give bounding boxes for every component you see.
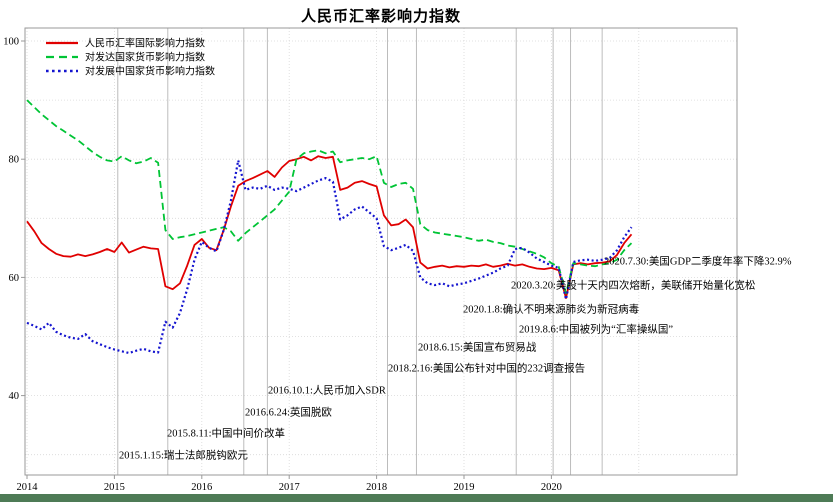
plot-frame [24, 27, 738, 476]
y-tick-label: 80 [9, 155, 20, 166]
x-tick-label: 2018 [366, 482, 387, 493]
event-annotation: 2015.8.11:中国中间价改革 [167, 427, 285, 440]
x-tick-label: 2015 [104, 482, 125, 493]
chart-title: 人民币汇率影响力指数 [300, 9, 462, 25]
event-annotation: 2020.3.20:美股十天内四次熔断，美联储开始量化宽松 [511, 279, 756, 292]
y-tick-label: 60 [9, 273, 20, 284]
legend-label: 对发展中国家货币影响力指数 [85, 65, 215, 78]
x-tick-label: 2017 [279, 482, 300, 493]
x-tick-label: 2019 [454, 482, 475, 493]
event-annotation: 2016.10.1:人民币加入SDR [268, 385, 386, 397]
series-line-red [26, 155, 633, 300]
series-line-green [26, 99, 633, 295]
y-tick-label: 40 [9, 391, 20, 402]
event-annotation: 2015.1.15:瑞士法郎脱钩欧元 [119, 449, 248, 462]
taskbar-strip [0, 494, 833, 502]
event-annotation: 2018.6.15:美国宣布贸易战 [418, 341, 537, 354]
event-annotation: 2020.1.8:确认不明来源肺炎为新冠病毒 [463, 303, 640, 316]
series-line-blue [26, 159, 633, 355]
legend-label: 对发达国家货币影响力指数 [85, 51, 205, 64]
x-tick-label: 2016 [191, 482, 212, 493]
event-annotation: 2016.6.24:英国脱欧 [245, 406, 332, 419]
x-tick-label: 2014 [17, 482, 39, 493]
event-annotation: 2019.8.6:中国被列为“汇率操纵国” [519, 323, 673, 336]
legend-label: 人民币汇率国际影响力指数 [85, 37, 205, 50]
y-tick-label: 100 [3, 37, 19, 48]
event-annotation: 2020.7.30:美国GDP二季度年率下降32.9% [604, 255, 792, 268]
x-tick-label: 2020 [541, 482, 562, 493]
event-annotation: 2018.2.16:美国公布针对中国的232调查报告 [388, 362, 585, 375]
